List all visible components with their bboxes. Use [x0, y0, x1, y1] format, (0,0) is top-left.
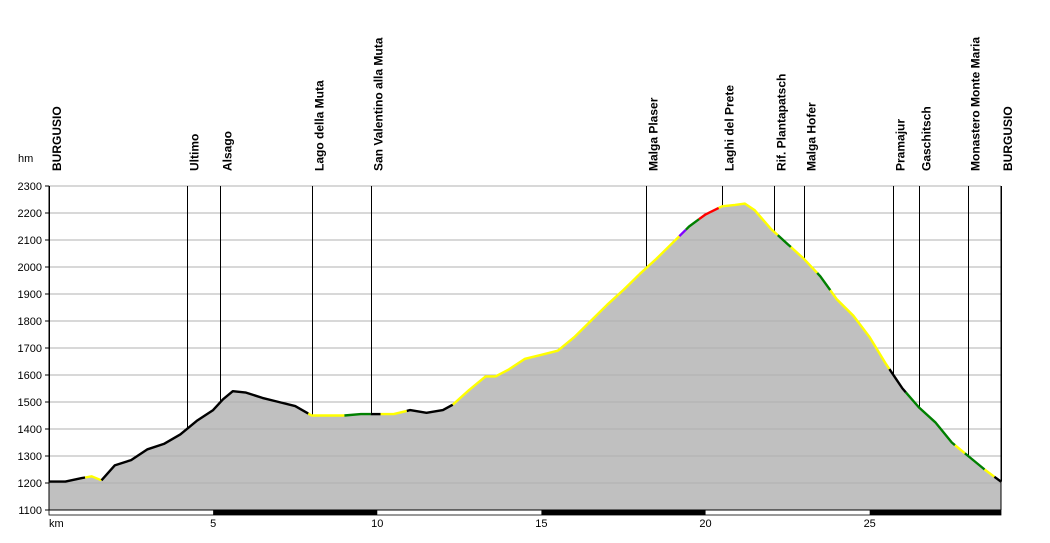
y-tick-label: 1400 — [18, 424, 42, 436]
y-tick-label: 1500 — [18, 397, 42, 409]
profile-segment — [954, 444, 966, 455]
profile-segment — [685, 218, 700, 231]
profile-segment — [904, 391, 956, 447]
y-tick-label: 1900 — [18, 289, 42, 301]
waypoint-label: BURGUSIO — [50, 106, 64, 171]
waypoint-label: Malga Plaser — [647, 97, 661, 171]
y-tick-label: 1700 — [18, 343, 42, 355]
y-axis: 1100 1200 1300 1400 1500 1600 1700 1800 1900 2000… — [18, 181, 1002, 517]
waypoint-label: Laghi del Prete — [723, 85, 737, 171]
y-tick-label: 2100 — [18, 235, 42, 247]
profile-segment — [816, 272, 832, 291]
profile-segment — [406, 403, 454, 414]
profile-area-layer — [49, 203, 1001, 510]
x-axis-label: km — [49, 518, 64, 530]
waypoint-label: Malga Hofer — [805, 102, 819, 171]
profile-segment — [100, 390, 309, 482]
profile-segment — [307, 412, 345, 417]
y-tick-label: 2200 — [18, 208, 42, 220]
y-tick-label: 1600 — [18, 370, 42, 382]
profile-segment — [983, 468, 996, 478]
profile-segment — [964, 452, 986, 471]
y-tick-label: 1100 — [18, 505, 42, 517]
waypoint-label: San Valentino alla Muta — [372, 37, 386, 171]
x-axis: 5 10 15 20 25 — [48, 509, 1002, 530]
x-axis-band — [541, 510, 706, 515]
waypoint-label: BURGUSIO — [1001, 106, 1015, 171]
profile-segment — [718, 202, 779, 236]
waypoint-label: Monastero Monte Maria — [969, 37, 983, 171]
y-tick-label: 1200 — [18, 478, 42, 490]
profile-segment — [698, 206, 720, 221]
y-tick-label: 2300 — [18, 181, 42, 193]
profile-segment — [888, 368, 907, 394]
profile-line-layer — [49, 202, 1002, 483]
waypoint-label: Lago della Muta — [313, 80, 327, 171]
profile-segment — [776, 234, 792, 248]
y-axis-label: hm — [18, 153, 33, 165]
profile-segment — [344, 412, 371, 417]
profile-segment — [451, 235, 681, 406]
x-axis-band — [869, 510, 1001, 515]
x-tick-label: 15 — [535, 518, 547, 530]
waypoint-label: Pramajur — [894, 119, 908, 171]
waypoint-label: Ultimo — [188, 134, 202, 171]
profile-segment — [84, 475, 102, 482]
x-tick-label: 5 — [210, 518, 216, 530]
waypoint-label: Gaschitsch — [920, 106, 934, 171]
grid-layer — [49, 185, 1001, 511]
waypoint-labels-layer: BURGUSIO Ultimo Alsago Lago della Muta San V… — [50, 37, 1015, 171]
x-tick-label: 25 — [864, 518, 876, 530]
x-tick-label: 10 — [371, 518, 383, 530]
x-axis-band-frame — [48, 509, 1002, 516]
profile-segment — [993, 475, 1002, 483]
profile-segment — [790, 246, 819, 274]
y-tick-label: 1300 — [18, 451, 42, 463]
profile-segment — [380, 409, 408, 416]
profile-segment — [678, 228, 687, 238]
waypoint-label: Rif. Plantapatsch — [775, 74, 789, 171]
y-tick-label: 2000 — [18, 262, 42, 274]
profile-area — [49, 203, 1001, 510]
profile-segment — [829, 289, 891, 370]
x-axis-band — [213, 510, 378, 515]
waypoint-label: Alsago — [221, 131, 235, 171]
y-tick-label: 1800 — [18, 316, 42, 328]
x-tick-label: 20 — [699, 518, 711, 530]
profile-segment — [49, 476, 86, 483]
